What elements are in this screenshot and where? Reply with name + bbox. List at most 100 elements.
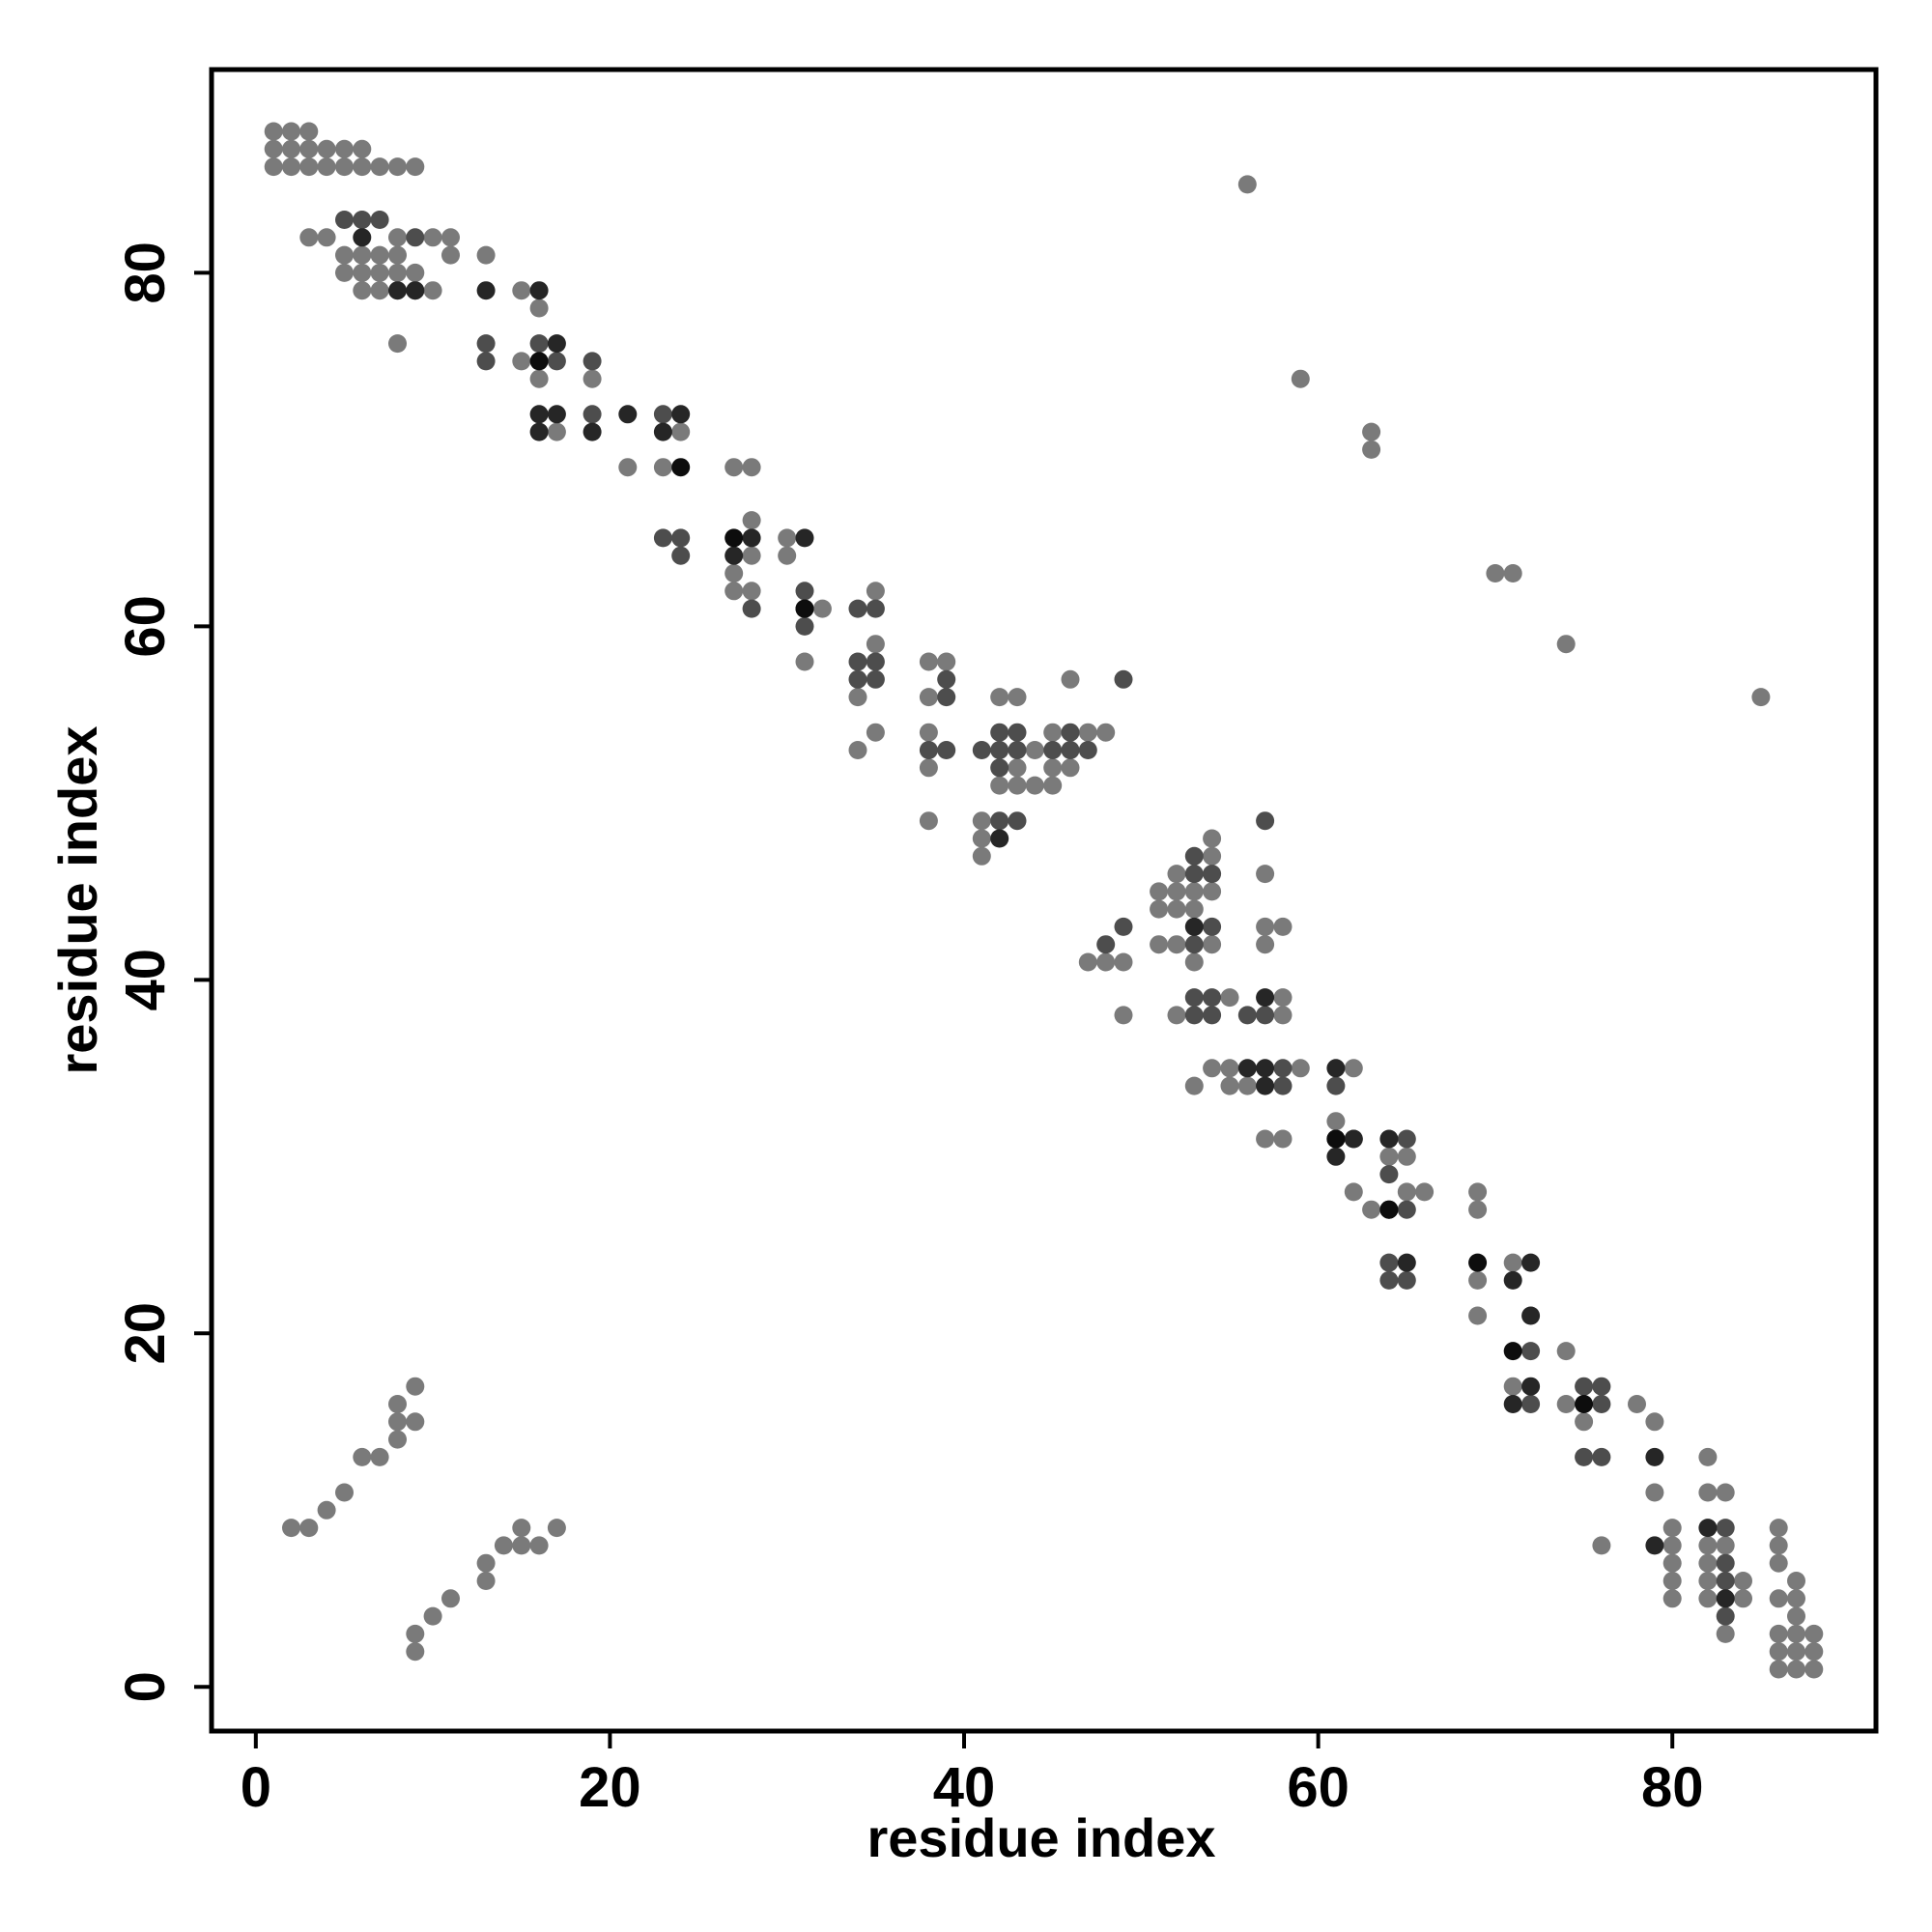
- contact-point: [529, 334, 549, 354]
- contact-point: [1237, 1059, 1257, 1078]
- contact-point: [671, 546, 691, 565]
- contact-point: [1150, 899, 1169, 919]
- contact-point: [795, 652, 814, 671]
- contact-point: [919, 811, 938, 831]
- contact-point: [1167, 1006, 1186, 1025]
- contact-point: [1645, 1447, 1664, 1466]
- contact-point: [1096, 952, 1116, 972]
- contact-point: [653, 405, 672, 424]
- contact-point: [1716, 1536, 1735, 1555]
- contact-point: [1503, 1253, 1522, 1272]
- plot-frame: [209, 67, 1879, 1734]
- contact-point: [1556, 1342, 1576, 1361]
- contact-point: [1575, 1412, 1594, 1432]
- contact-point: [1716, 1589, 1735, 1608]
- contact-point: [795, 616, 814, 636]
- contact-point: [1486, 564, 1505, 582]
- contact-point: [1256, 917, 1275, 936]
- contact-point: [1078, 723, 1097, 742]
- contact-point: [1716, 1624, 1735, 1643]
- contact-point: [388, 1430, 407, 1449]
- contact-point: [529, 1536, 549, 1555]
- contact-point: [1326, 1129, 1346, 1149]
- contact-point: [848, 688, 867, 707]
- contact-point: [406, 228, 425, 247]
- contact-point: [1503, 1395, 1522, 1413]
- contact-point: [1575, 1447, 1594, 1466]
- contact-point: [1203, 846, 1222, 866]
- contact-point: [937, 741, 956, 759]
- contact-point: [282, 157, 300, 177]
- contact-point: [1787, 1642, 1805, 1662]
- contact-point: [1096, 935, 1116, 954]
- contact-point: [1503, 1377, 1522, 1396]
- contact-point: [406, 263, 425, 282]
- contact-point: [990, 688, 1009, 707]
- contact-point: [778, 528, 797, 548]
- contact-point: [1397, 1182, 1416, 1202]
- y-tick-label: 0: [114, 1671, 177, 1702]
- contact-point: [370, 245, 389, 265]
- contact-point: [1397, 1129, 1416, 1149]
- contact-point: [1008, 758, 1027, 778]
- contact-point: [529, 298, 549, 318]
- contact-point: [547, 352, 566, 371]
- contact-point: [742, 599, 761, 618]
- contact-point: [1291, 369, 1310, 388]
- contact-point: [1397, 1147, 1416, 1166]
- contact-point: [370, 211, 389, 229]
- contact-point: [406, 1412, 425, 1432]
- contact-point: [1787, 1660, 1805, 1679]
- contact-point: [1344, 1059, 1363, 1078]
- contact-point: [1379, 1147, 1399, 1166]
- contact-point: [1237, 1006, 1257, 1025]
- contact-point: [653, 458, 672, 477]
- contact-point: [1256, 865, 1275, 884]
- contact-point: [653, 422, 672, 441]
- contact-point: [1521, 1395, 1541, 1413]
- contact-point: [671, 422, 691, 441]
- contact-point: [1096, 723, 1116, 742]
- contact-point: [1203, 1059, 1222, 1078]
- contact-point: [1379, 1165, 1399, 1184]
- contact-point: [1008, 811, 1027, 831]
- contact-point: [1468, 1200, 1488, 1219]
- contact-point: [370, 157, 389, 177]
- contact-point: [972, 811, 991, 831]
- contact-point: [370, 281, 389, 300]
- contact-point: [406, 1642, 425, 1662]
- contact-point: [919, 688, 938, 707]
- contact-point: [512, 352, 531, 371]
- contact-point: [1734, 1572, 1752, 1590]
- contact-point: [1114, 1006, 1133, 1025]
- contact-point: [1184, 917, 1204, 936]
- contact-point: [1716, 1553, 1735, 1573]
- contact-point: [1150, 935, 1169, 954]
- contact-point: [1415, 1182, 1435, 1202]
- contact-point: [1575, 1395, 1594, 1413]
- contact-point: [1025, 776, 1044, 795]
- contact-point: [1698, 1572, 1718, 1590]
- contact-point: [1397, 1270, 1416, 1290]
- contact-point: [441, 245, 460, 265]
- contact-point: [724, 458, 744, 477]
- contact-point: [299, 157, 319, 177]
- contact-point: [335, 139, 354, 158]
- contact-point: [1184, 882, 1204, 901]
- contact-point: [848, 599, 867, 618]
- contact-point: [494, 1536, 513, 1555]
- contact-point: [724, 564, 744, 582]
- x-tick-label: 0: [241, 1756, 271, 1819]
- contact-point: [264, 122, 283, 141]
- contact-point: [547, 1519, 566, 1538]
- contact-point: [1326, 1112, 1346, 1131]
- contact-point: [353, 1447, 372, 1466]
- contact-point: [1698, 1536, 1718, 1555]
- contact-point: [618, 405, 638, 424]
- contact-point: [812, 599, 832, 618]
- contact-point: [653, 528, 672, 548]
- contact-point: [512, 281, 531, 300]
- contact-point: [1698, 1553, 1718, 1573]
- contact-point: [1645, 1536, 1664, 1555]
- contact-point: [1078, 741, 1097, 759]
